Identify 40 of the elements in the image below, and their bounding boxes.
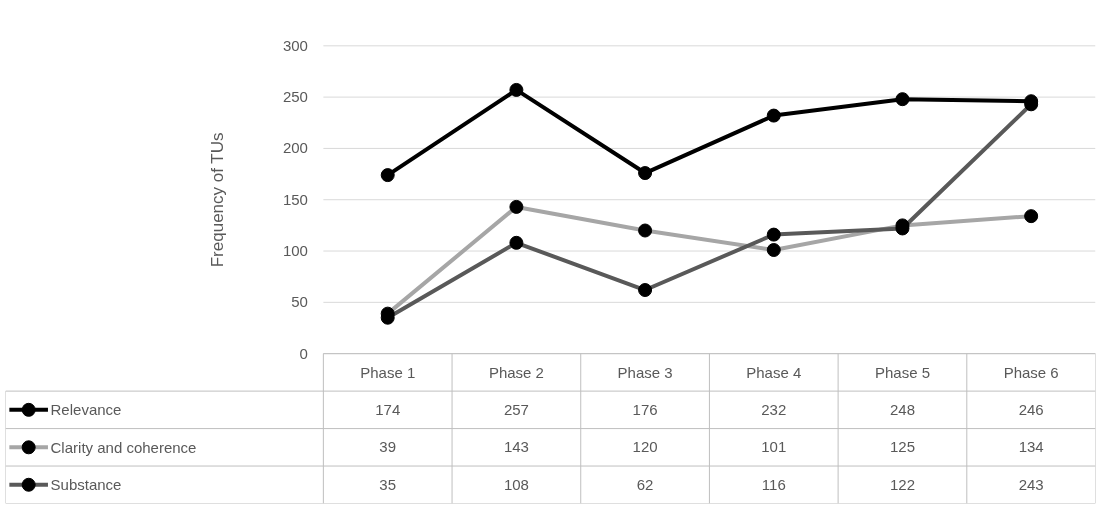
data-label: 122 — [889, 475, 915, 493]
legend-label: Relevance — [50, 401, 122, 419]
y-tick-label: 200 — [282, 139, 308, 157]
data-label: 246 — [1018, 400, 1044, 418]
y-tick-label: 0 — [299, 344, 308, 362]
data-label: 134 — [1018, 438, 1044, 456]
data-label: 125 — [889, 438, 915, 456]
data-label: 101 — [761, 438, 787, 456]
x-tick-label: Phase 3 — [617, 363, 673, 381]
data-label: 108 — [503, 475, 529, 493]
data-label: 257 — [503, 400, 529, 418]
data-label: 243 — [1018, 475, 1044, 493]
legend-label: Substance — [50, 476, 122, 494]
legend-label: Clarity and coherence — [50, 438, 197, 456]
y-axis-title: Frequency of TUs — [207, 132, 227, 268]
y-tick-label: 50 — [291, 293, 308, 311]
data-label: 174 — [375, 400, 401, 418]
data-label: 62 — [636, 475, 654, 493]
x-tick-label: Phase 4 — [746, 363, 802, 381]
x-tick-label: Phase 2 — [488, 363, 544, 381]
point — [509, 82, 524, 97]
data-label: 116 — [761, 475, 786, 493]
data-label: 232 — [761, 400, 787, 418]
data-label: 176 — [632, 400, 658, 418]
point — [638, 166, 653, 181]
x-tick-label: Phase 6 — [1003, 363, 1059, 381]
data-label: 35 — [379, 475, 397, 493]
point — [766, 108, 781, 123]
point — [380, 168, 395, 183]
x-tick-label: Phase 5 — [874, 363, 930, 381]
data-label: 120 — [632, 438, 658, 456]
data-label: 248 — [889, 400, 915, 418]
y-tick-label: 150 — [282, 190, 308, 208]
data-label: 39 — [379, 438, 397, 456]
point — [895, 92, 910, 107]
x-tick-label: Phase 1 — [360, 363, 416, 381]
y-tick-label: 100 — [282, 242, 308, 260]
data-label: 143 — [503, 438, 529, 456]
y-tick-label: 300 — [282, 36, 308, 54]
y-tick-label: 250 — [282, 88, 308, 106]
